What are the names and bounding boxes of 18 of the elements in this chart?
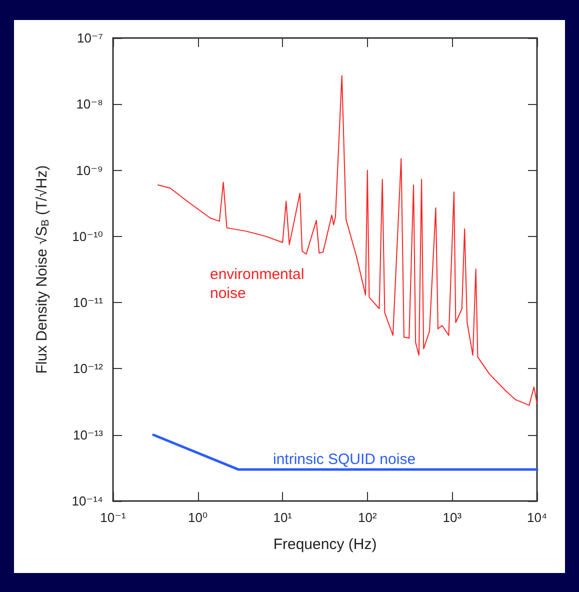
y-tick-label: 10⁻¹⁴ xyxy=(72,494,103,508)
x-tick-label: 10¹ xyxy=(273,510,293,525)
y-tick-label: 10⁻¹³ xyxy=(73,427,104,442)
x-tick-label: 10³ xyxy=(442,510,462,525)
x-tick-label: 10⁰ xyxy=(188,510,208,525)
y-tick-label: 10⁻⁸ xyxy=(76,96,103,112)
y-tick-label: 10⁻⁹ xyxy=(76,162,103,178)
series-label: intrinsic SQUID noise xyxy=(273,451,416,468)
y-tick-label: 10⁻¹⁰ xyxy=(72,228,103,244)
y-tick-label: 10⁻¹¹ xyxy=(73,295,104,310)
x-tick-label: 10⁴ xyxy=(526,510,548,525)
x-axis-title: Frequency (Hz) xyxy=(273,536,377,553)
y-tick-label: 10⁻⁷ xyxy=(76,30,104,46)
series-label: environmental noise xyxy=(210,266,308,302)
y-tick-label: 10⁻¹² xyxy=(73,361,104,376)
x-tick-label: 10⁻¹ xyxy=(100,510,126,525)
y-axis-title: Flux Density Noise √SB (T/√Hz) xyxy=(33,165,52,374)
x-tick-label: 10² xyxy=(358,510,378,525)
